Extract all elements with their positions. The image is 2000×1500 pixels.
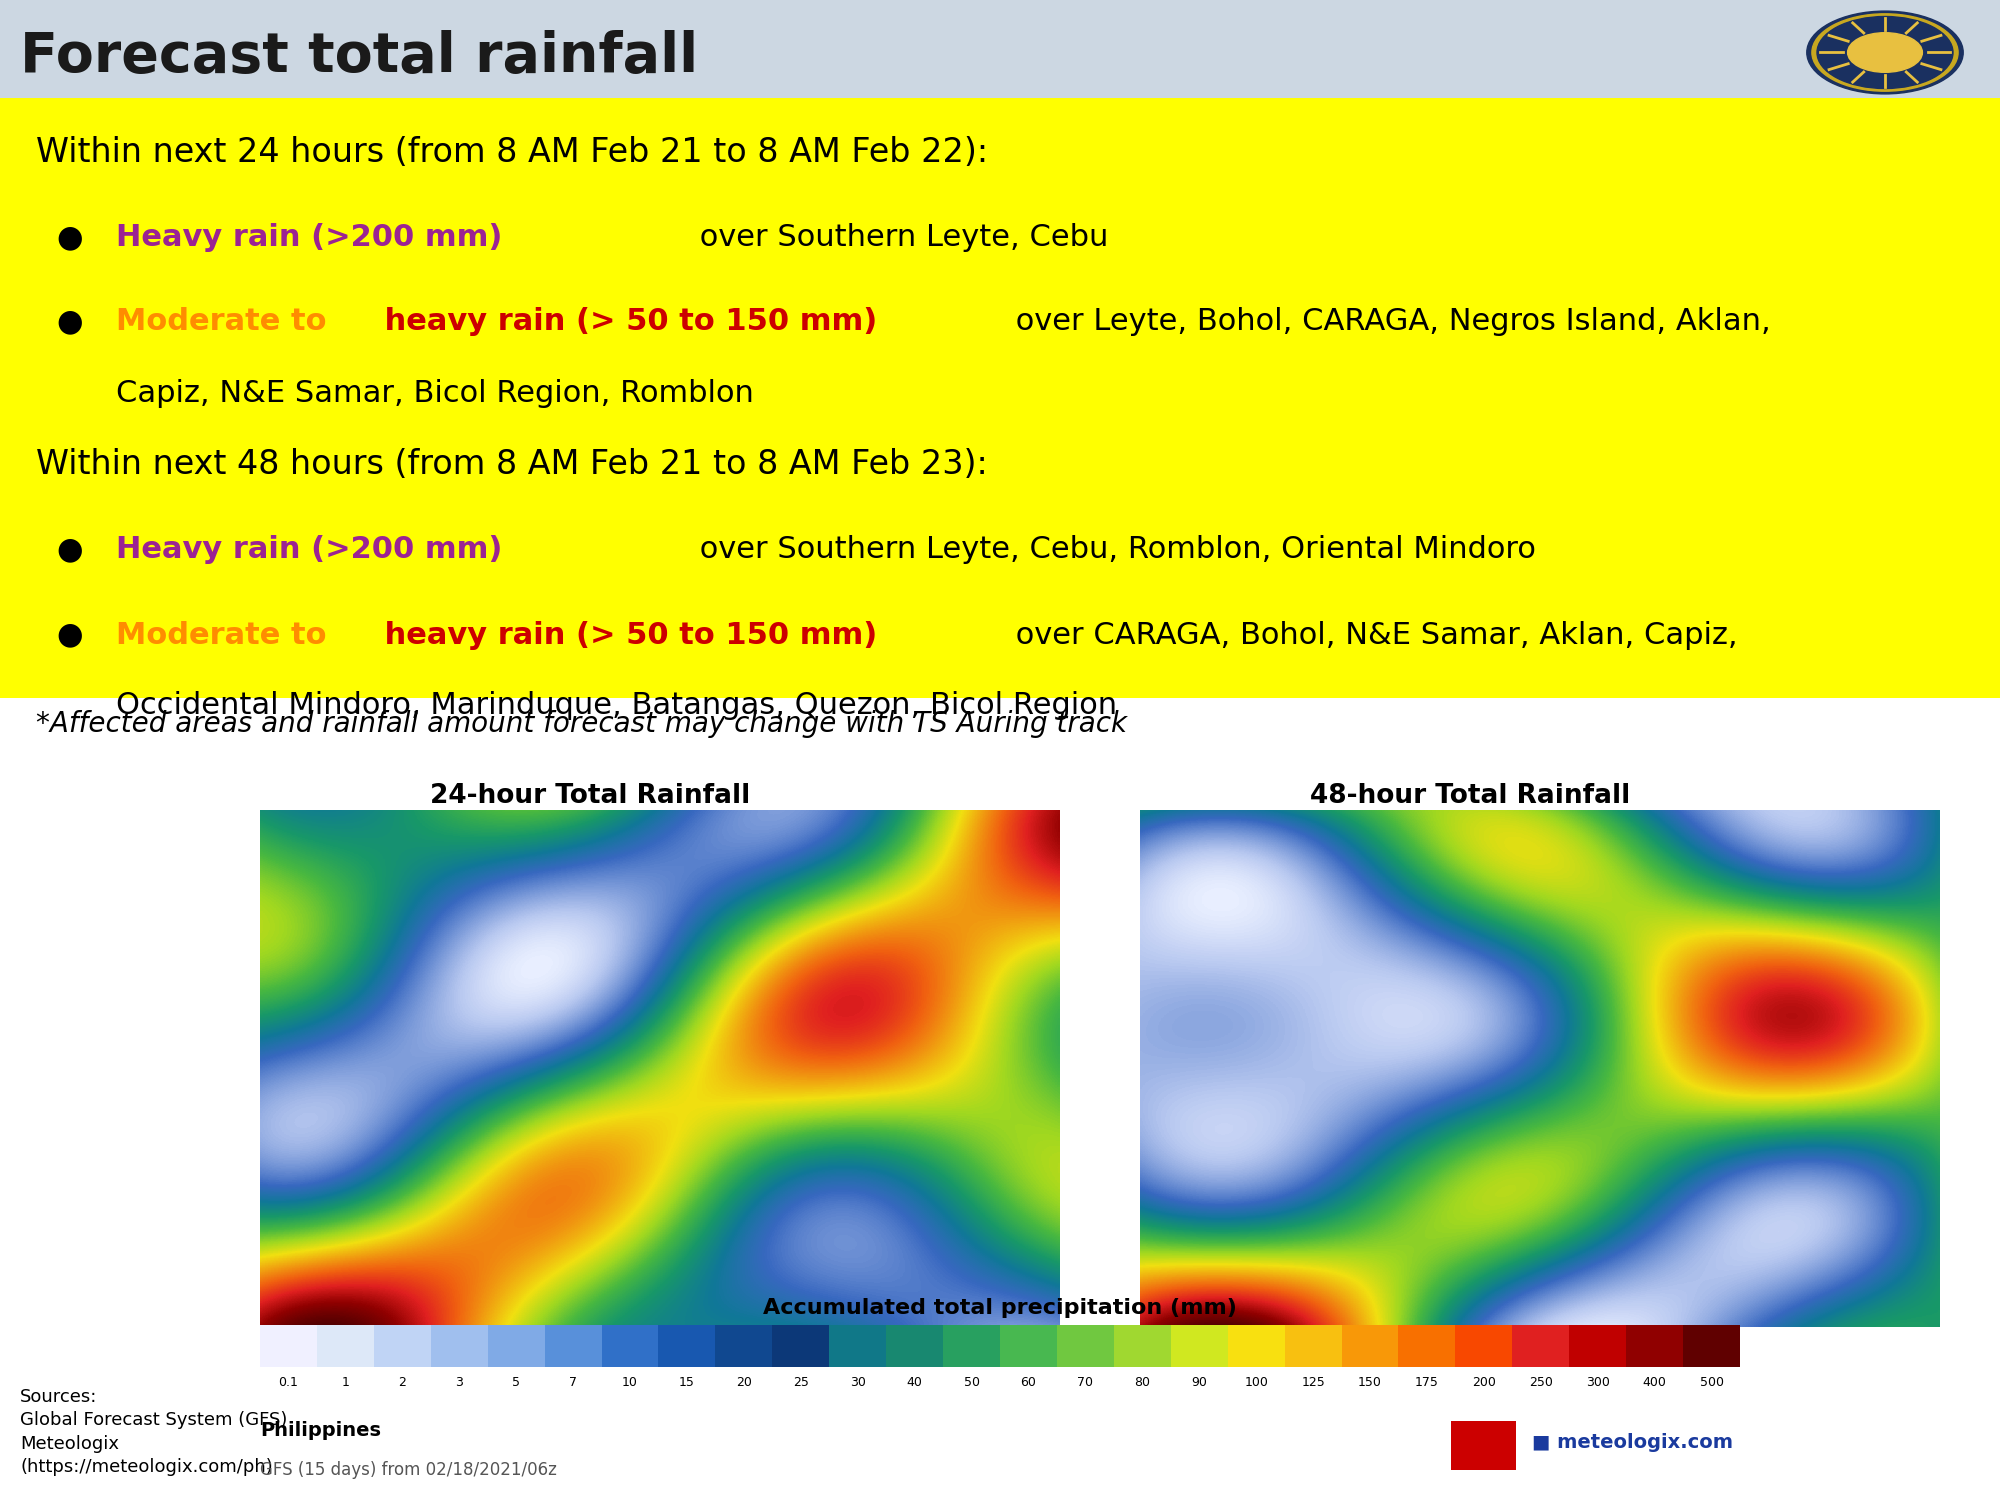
Bar bbox=[1456, 1326, 1512, 1366]
Text: 24-hour Total Rainfall: 24-hour Total Rainfall bbox=[430, 783, 750, 810]
Text: 21 Feb 8 AM – 23 Feb 8 AM: 21 Feb 8 AM – 23 Feb 8 AM bbox=[1320, 879, 1620, 898]
Text: 200: 200 bbox=[1472, 1377, 1496, 1389]
Text: Philippines: Philippines bbox=[260, 1420, 380, 1440]
Bar bbox=[886, 1326, 944, 1366]
Text: Within next 48 hours (from 8 AM Feb 21 to 8 AM Feb 23):: Within next 48 hours (from 8 AM Feb 21 t… bbox=[36, 448, 988, 482]
Text: Capiz, N&E Samar, Bicol Region, Romblon: Capiz, N&E Samar, Bicol Region, Romblon bbox=[116, 380, 754, 408]
Text: 40: 40 bbox=[906, 1377, 922, 1389]
Text: Within next 24 hours (from 8 AM Feb 21 to 8 AM Feb 22):: Within next 24 hours (from 8 AM Feb 21 t… bbox=[36, 136, 988, 170]
Bar bbox=[1000, 1326, 1056, 1366]
Bar bbox=[658, 1326, 716, 1366]
Text: 5: 5 bbox=[512, 1377, 520, 1389]
Bar bbox=[1450, 1420, 1516, 1470]
Bar bbox=[1170, 1326, 1228, 1366]
Text: 150: 150 bbox=[1358, 1377, 1382, 1389]
Circle shape bbox=[1848, 33, 1922, 72]
Text: 25: 25 bbox=[792, 1377, 808, 1389]
Text: over Leyte, Bohol, CARAGA, Negros Island, Aklan,: over Leyte, Bohol, CARAGA, Negros Island… bbox=[1006, 308, 1770, 336]
Text: 3: 3 bbox=[456, 1377, 464, 1389]
Text: Model Forecast: Model Forecast bbox=[476, 831, 704, 856]
Text: 1: 1 bbox=[342, 1377, 350, 1389]
Text: Model Forecast: Model Forecast bbox=[1356, 831, 1584, 856]
Text: 21 Feb 8 AM – 22 Feb 8 AM: 21 Feb 8 AM – 22 Feb 8 AM bbox=[440, 879, 740, 898]
Text: 50: 50 bbox=[964, 1377, 980, 1389]
Text: Forecast total rainfall: Forecast total rainfall bbox=[20, 30, 698, 84]
Text: 125: 125 bbox=[1302, 1377, 1324, 1389]
Text: Moderate to: Moderate to bbox=[116, 308, 326, 336]
Bar bbox=[544, 1326, 602, 1366]
Text: 70: 70 bbox=[1078, 1377, 1094, 1389]
Bar bbox=[1398, 1326, 1456, 1366]
Text: *Affected areas and rainfall amount forecast may change with TS Auring track: *Affected areas and rainfall amount fore… bbox=[36, 710, 1128, 738]
Text: 0.1: 0.1 bbox=[278, 1377, 298, 1389]
Bar bbox=[430, 1326, 488, 1366]
Text: 80: 80 bbox=[1134, 1377, 1150, 1389]
Text: Heavy rain (>200 mm): Heavy rain (>200 mm) bbox=[116, 224, 502, 252]
Text: Accumulated total precipitation (mm): Accumulated total precipitation (mm) bbox=[764, 1299, 1236, 1318]
Text: ■ meteologix.com: ■ meteologix.com bbox=[1532, 1434, 1732, 1452]
Text: heavy rain (> 50 to 150 mm): heavy rain (> 50 to 150 mm) bbox=[374, 308, 878, 336]
Bar bbox=[260, 1326, 316, 1366]
Text: over CARAGA, Bohol, N&E Samar, Aklan, Capiz,: over CARAGA, Bohol, N&E Samar, Aklan, Ca… bbox=[1006, 621, 1738, 650]
Text: ●: ● bbox=[56, 308, 82, 336]
Bar bbox=[1342, 1326, 1398, 1366]
Circle shape bbox=[1806, 10, 1964, 94]
Text: 500: 500 bbox=[1700, 1377, 1724, 1389]
Text: 30: 30 bbox=[850, 1377, 866, 1389]
Bar bbox=[772, 1326, 830, 1366]
Bar bbox=[602, 1326, 658, 1366]
Text: 60: 60 bbox=[1020, 1377, 1036, 1389]
Text: 250: 250 bbox=[1528, 1377, 1552, 1389]
Bar bbox=[374, 1326, 430, 1366]
Bar bbox=[1284, 1326, 1342, 1366]
Text: Heavy rain (>200 mm): Heavy rain (>200 mm) bbox=[116, 536, 502, 564]
Text: 100: 100 bbox=[1244, 1377, 1268, 1389]
Bar bbox=[1684, 1326, 1740, 1366]
Text: heavy rain (> 50 to 150 mm): heavy rain (> 50 to 150 mm) bbox=[374, 621, 878, 650]
Bar bbox=[1228, 1326, 1284, 1366]
Text: 300: 300 bbox=[1586, 1377, 1610, 1389]
Text: over Southern Leyte, Cebu, Romblon, Oriental Mindoro: over Southern Leyte, Cebu, Romblon, Orie… bbox=[690, 536, 1536, 564]
Circle shape bbox=[1812, 13, 1958, 92]
Text: 90: 90 bbox=[1192, 1377, 1208, 1389]
Bar bbox=[1626, 1326, 1684, 1366]
Bar bbox=[316, 1326, 374, 1366]
Bar bbox=[488, 1326, 544, 1366]
Bar bbox=[1056, 1326, 1114, 1366]
Text: Moderate to: Moderate to bbox=[116, 621, 326, 650]
Text: 10: 10 bbox=[622, 1377, 638, 1389]
Text: over Southern Leyte, Cebu: over Southern Leyte, Cebu bbox=[690, 224, 1108, 252]
Bar bbox=[830, 1326, 886, 1366]
Text: 2: 2 bbox=[398, 1377, 406, 1389]
Text: 48-hour Total Rainfall: 48-hour Total Rainfall bbox=[1310, 783, 1630, 810]
Text: 400: 400 bbox=[1642, 1377, 1666, 1389]
Text: ●: ● bbox=[56, 536, 82, 564]
Bar bbox=[1114, 1326, 1170, 1366]
Bar bbox=[1570, 1326, 1626, 1366]
Text: 15: 15 bbox=[678, 1377, 694, 1389]
Bar bbox=[944, 1326, 1000, 1366]
Text: ●: ● bbox=[56, 621, 82, 650]
Bar bbox=[1512, 1326, 1570, 1366]
Text: GFS (15 days) from 02/18/2021/06z: GFS (15 days) from 02/18/2021/06z bbox=[260, 1461, 556, 1479]
Circle shape bbox=[1816, 16, 1952, 88]
Bar bbox=[716, 1326, 772, 1366]
Text: ●: ● bbox=[56, 224, 82, 252]
Text: 20: 20 bbox=[736, 1377, 752, 1389]
Text: 7: 7 bbox=[570, 1377, 578, 1389]
Text: Sources:
Global Forecast System (GFS)
Meteologix
(https://meteologix.com/ph): Sources: Global Forecast System (GFS) Me… bbox=[20, 1388, 288, 1476]
Text: 175: 175 bbox=[1414, 1377, 1438, 1389]
Text: Occidental Mindoro, Marinduque, Batangas, Quezon, Bicol Region: Occidental Mindoro, Marinduque, Batangas… bbox=[116, 692, 1118, 720]
